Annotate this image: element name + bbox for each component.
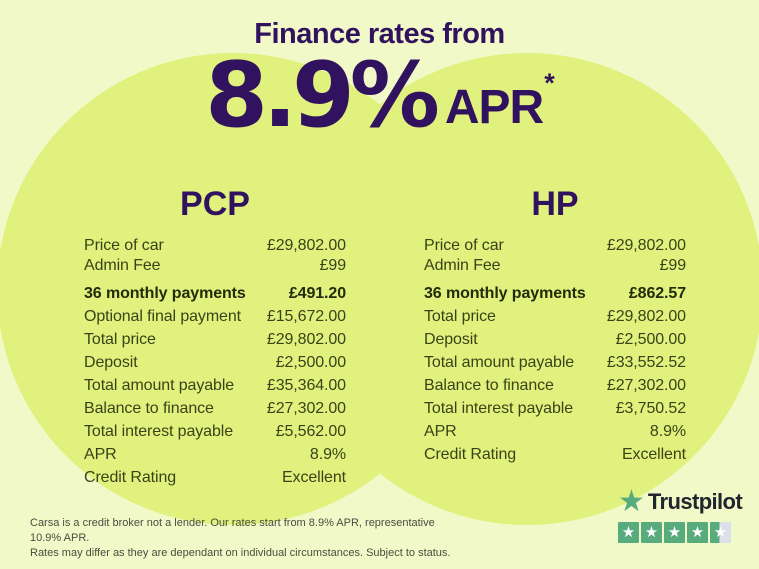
- headline-rate: 8.9% APR*: [0, 46, 759, 150]
- table-row: Balance to finance £27,302.00: [84, 397, 346, 420]
- row-value: £99: [319, 257, 347, 274]
- headline-rate-unit: APR: [444, 81, 544, 134]
- row-label: Total price: [84, 331, 156, 348]
- row-label: 36 monthly payments: [84, 285, 246, 302]
- row-value: Excellent: [621, 446, 686, 463]
- table-row: Credit Rating Excellent: [84, 466, 346, 489]
- row-label: Deposit: [424, 331, 478, 348]
- table-row: 36 monthly payments £491.20: [84, 282, 346, 305]
- table-row: Price of car £29,802.00: [84, 236, 346, 256]
- rating-star-full: ★: [618, 522, 639, 543]
- row-value: £3,750.52: [615, 400, 686, 417]
- headline-footnote-marker: *: [544, 68, 555, 98]
- table-row: Total amount payable £33,552.52: [424, 351, 686, 374]
- table-row: Price of car £29,802.00: [424, 236, 686, 256]
- row-label: Total interest payable: [424, 400, 574, 417]
- star-icon: ★: [713, 523, 728, 541]
- row-value: £491.20: [288, 285, 346, 302]
- row-value: £29,802.00: [606, 237, 686, 254]
- row-value: £99: [659, 257, 687, 274]
- table-row: Admin Fee £99: [84, 256, 346, 276]
- row-value: Excellent: [281, 469, 346, 486]
- row-label: Balance to finance: [84, 400, 214, 417]
- background-circle-right: [291, 53, 759, 525]
- row-label: Deposit: [84, 354, 138, 371]
- disclaimer-line: Carsa is a credit broker not a lender. O…: [30, 517, 435, 544]
- star-icon: ★: [690, 523, 705, 541]
- hp-column: HP Price of car £29,802.00 Admin Fee £99…: [424, 186, 686, 466]
- trustpilot-rating-stars: ★ ★ ★ ★ ★: [618, 522, 738, 543]
- row-label: Total amount payable: [424, 354, 575, 371]
- row-label: Optional final payment: [84, 308, 242, 325]
- row-label: 36 monthly payments: [424, 285, 586, 302]
- pcp-column-title: PCP: [180, 185, 250, 223]
- row-label: Balance to finance: [424, 377, 554, 394]
- row-value: 8.9%: [649, 423, 686, 440]
- row-value: £29,802.00: [606, 308, 686, 325]
- table-row: Deposit £2,500.00: [424, 328, 686, 351]
- star-icon: ★: [667, 523, 682, 541]
- row-label: Price of car: [84, 237, 164, 254]
- row-value: £862.57: [628, 285, 686, 302]
- rating-star-full: ★: [687, 522, 708, 543]
- row-label: Total interest payable: [84, 423, 234, 440]
- row-value: £35,364.00: [266, 377, 346, 394]
- pcp-column: PCP Price of car £29,802.00 Admin Fee £9…: [84, 186, 346, 489]
- row-label: Admin Fee: [424, 257, 501, 274]
- row-value: £2,500.00: [275, 354, 346, 371]
- table-row: Total price £29,802.00: [424, 305, 686, 328]
- trustpilot-widget: ★ Trustpilot ★ ★ ★ ★ ★: [618, 484, 743, 543]
- row-value: £27,302.00: [606, 377, 686, 394]
- table-row: APR 8.9%: [84, 443, 346, 466]
- row-label: Price of car: [424, 237, 504, 254]
- row-value: £29,802.00: [266, 237, 346, 254]
- table-row: Deposit £2,500.00: [84, 351, 346, 374]
- row-label: Total amount payable: [84, 377, 235, 394]
- table-row: Credit Rating Excellent: [424, 443, 686, 466]
- row-value: £27,302.00: [266, 400, 346, 417]
- row-value: £2,500.00: [615, 331, 686, 348]
- table-row: Admin Fee £99: [424, 256, 686, 276]
- row-label: Credit Rating: [84, 469, 177, 486]
- row-label: APR: [424, 423, 457, 440]
- rating-star-partial: ★: [710, 522, 731, 543]
- legal-disclaimer: Carsa is a credit broker not a lender. O…: [30, 516, 460, 561]
- headline-rate-value: 8.9%: [205, 43, 440, 148]
- row-label: Credit Rating: [424, 446, 517, 463]
- row-label: APR: [84, 446, 117, 463]
- table-row: 36 monthly payments £862.57: [424, 282, 686, 305]
- hp-column-title: HP: [531, 185, 579, 223]
- table-row: Total price £29,802.00: [84, 328, 346, 351]
- table-row: Total interest payable £3,750.52: [424, 397, 686, 420]
- row-value: 8.9%: [309, 446, 346, 463]
- trustpilot-star-icon: ★: [618, 484, 645, 519]
- row-value: £29,802.00: [266, 331, 346, 348]
- row-value: £33,552.52: [606, 354, 686, 371]
- rating-star-full: ★: [641, 522, 662, 543]
- trustpilot-logo: ★ Trustpilot: [618, 484, 743, 519]
- table-row: Total interest payable £5,562.00: [84, 420, 346, 443]
- page-title: Finance rates from: [254, 18, 505, 50]
- row-label: Admin Fee: [84, 257, 161, 274]
- table-row: APR 8.9%: [424, 420, 686, 443]
- rating-star-full: ★: [664, 522, 685, 543]
- table-row: Balance to finance £27,302.00: [424, 374, 686, 397]
- row-value: £15,672.00: [266, 308, 346, 325]
- star-icon: ★: [644, 523, 659, 541]
- table-row: Total amount payable £35,364.00: [84, 374, 346, 397]
- row-value: £5,562.00: [275, 423, 346, 440]
- table-row: Optional final payment £15,672.00: [84, 305, 346, 328]
- row-label: Total price: [424, 308, 496, 325]
- star-icon: ★: [621, 523, 636, 541]
- disclaimer-line: Rates may differ as they are dependant o…: [30, 547, 451, 559]
- trustpilot-wordmark: Trustpilot: [647, 489, 743, 514]
